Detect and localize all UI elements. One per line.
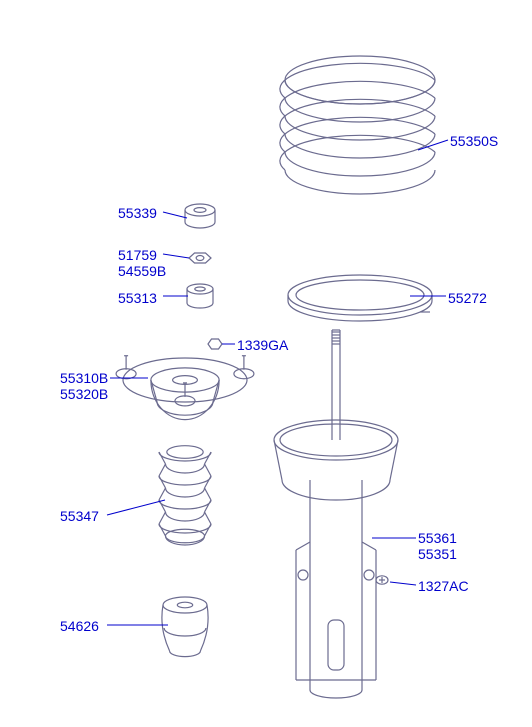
label-1339GA: 1339GA bbox=[237, 337, 288, 353]
label-54626: 54626 bbox=[60, 618, 99, 634]
label-stack-51759-54559B: 51759 54559B bbox=[118, 247, 166, 279]
label-1327AC: 1327AC bbox=[418, 578, 469, 594]
label-55339: 55339 bbox=[118, 205, 157, 221]
label-55313: 55313 bbox=[118, 290, 157, 306]
label-55310B: 55310B bbox=[60, 370, 108, 386]
label-55272: 55272 bbox=[448, 290, 487, 306]
label-stack-55310B-55320B: 55310B 55320B bbox=[60, 370, 108, 402]
label-55351: 55351 bbox=[418, 546, 457, 562]
label-54559B: 54559B bbox=[118, 263, 166, 279]
label-55347: 55347 bbox=[60, 508, 99, 524]
parts-diagram: { "diagram": { "width": 532, "height": 7… bbox=[0, 0, 532, 727]
label-51759: 51759 bbox=[118, 247, 166, 263]
label-55350S: 55350S bbox=[450, 133, 498, 149]
label-stack-55361-55351: 55361 55351 bbox=[418, 530, 457, 562]
label-55320B: 55320B bbox=[60, 386, 108, 402]
label-55361: 55361 bbox=[418, 530, 457, 546]
